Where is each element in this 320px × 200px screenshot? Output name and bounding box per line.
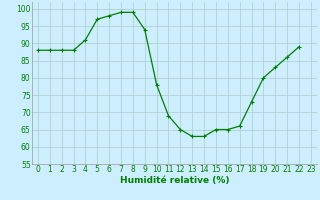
- X-axis label: Humidité relative (%): Humidité relative (%): [120, 176, 229, 185]
